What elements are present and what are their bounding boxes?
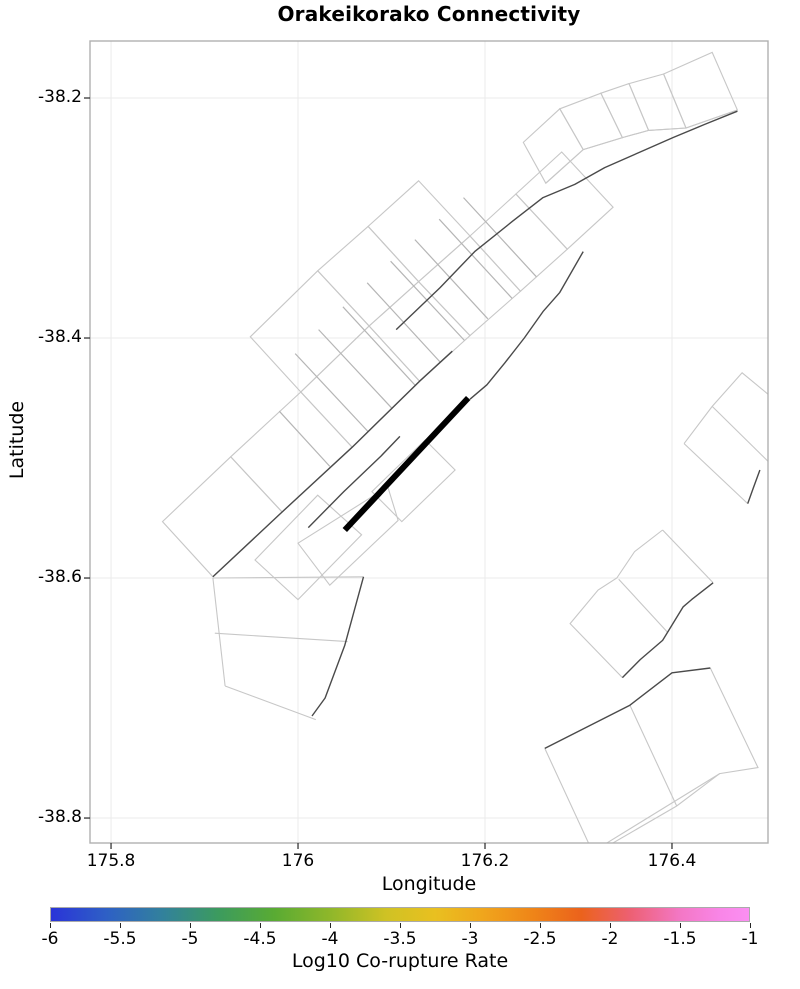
fault-subsection-divider: [278, 410, 331, 467]
fault-trace: [469, 251, 584, 400]
fault-section-outline: [368, 280, 471, 382]
fault-section-edge: [683, 372, 768, 444]
colorbar-tick-label: -2: [601, 929, 619, 949]
fault-subsection-divider: [342, 306, 417, 387]
y-tick-label: -38.2: [38, 87, 82, 107]
fault-section-outline: [628, 73, 687, 131]
colorbar-tick-mark: [50, 923, 51, 928]
fault-section-edge: [606, 773, 720, 843]
fault-section-outline: [316, 225, 420, 327]
fault-trace: [621, 582, 714, 679]
colorbar-tick-label: -1.5: [663, 929, 697, 949]
fault-section-edge: [224, 685, 316, 721]
fault-section-edge: [683, 443, 749, 505]
colorbar-tick-mark: [750, 923, 751, 928]
fault-section-edge: [545, 109, 738, 184]
colorbar-tick-mark: [190, 923, 191, 928]
colorbar-tick-label: -3: [461, 929, 479, 949]
x-tick-label: 175.8: [86, 851, 136, 871]
fault-section-outline: [161, 456, 283, 578]
fault-section-outline: [600, 82, 650, 139]
fault-section-edge: [611, 667, 759, 843]
fault-section-edge: [569, 529, 663, 678]
fault-section-outline: [249, 270, 370, 393]
fault-section-outline: [297, 485, 399, 587]
y-tick-label: -38.6: [38, 567, 82, 588]
fault-trace: [747, 469, 761, 504]
colorbar-tick-mark: [400, 923, 401, 928]
colorbar-tick-label: -5.5: [103, 929, 137, 949]
fault-trace: [311, 576, 365, 717]
fault-section-outline: [559, 92, 624, 151]
chart-title: Orakeikorako Connectivity: [277, 2, 581, 26]
fault-section-outline: [300, 325, 421, 448]
fault-section-edge: [629, 704, 678, 807]
colorbar-tick-label: -2.5: [523, 929, 557, 949]
colorbar-tick-label: -1: [741, 929, 759, 949]
fault-section-outline: [367, 180, 471, 283]
fault-trace: [544, 667, 711, 750]
fault-subsection-divider: [390, 260, 465, 341]
fault-section-edge: [212, 576, 364, 579]
y-tick-label: -38.8: [38, 807, 82, 828]
fault-section-outline: [522, 107, 584, 185]
fault-section-outline: [515, 151, 614, 250]
x-axis-label: Longitude: [381, 873, 477, 895]
colorbar-tick-mark: [470, 923, 471, 928]
colorbar-tick-mark: [610, 923, 611, 928]
fault-subsection-divider: [318, 329, 393, 410]
fault-trace: [307, 435, 401, 529]
colorbar-tick-label: -4.5: [243, 929, 277, 949]
fault-section-edge: [544, 748, 590, 843]
fault-subsection-divider: [463, 197, 537, 278]
colorbar-tick-mark: [540, 923, 541, 928]
fault-section-outline: [229, 391, 353, 513]
fault-section-outline: [371, 439, 456, 523]
axes-border: [89, 40, 769, 844]
x-tick-label: 176: [281, 851, 315, 871]
fault-section-outline: [417, 235, 522, 337]
fault-subsection-divider: [438, 218, 513, 299]
fault-geometry: [161, 51, 768, 843]
fault-section-edge: [214, 632, 348, 643]
colorbar-tick-label: -3.5: [383, 929, 417, 949]
colorbar-tick-mark: [330, 923, 331, 928]
colorbar: [50, 907, 750, 922]
colorbar-tick-mark: [680, 923, 681, 928]
fault-trace: [212, 350, 453, 578]
colorbar-tick-label: -6: [41, 929, 59, 949]
fault-subsection-divider: [294, 353, 369, 433]
colorbar-label: Log10 Co-rupture Rate: [291, 950, 509, 972]
fault-section-edge: [711, 406, 768, 462]
colorbar-tick-mark: [260, 923, 261, 928]
colorbar-tick-label: -4: [321, 929, 339, 949]
x-tick-label: 176.2: [460, 851, 510, 871]
fault-section-outline: [254, 494, 363, 601]
fault-trace: [395, 110, 738, 331]
fault-section-edge: [212, 577, 226, 687]
y-tick-label: -38.4: [38, 327, 82, 347]
x-tick-label: 176.4: [647, 851, 697, 871]
fault-section-outline: [662, 51, 739, 129]
fault-section-edge: [618, 578, 668, 633]
colorbar-tick-mark: [120, 923, 121, 928]
y-axis-label: Latitude: [6, 400, 28, 480]
colorbar-tick-label: -5: [181, 929, 199, 949]
highlighted-fault-section: [342, 395, 471, 533]
fault-subsection-divider: [414, 239, 489, 320]
fault-section-edge: [662, 529, 714, 584]
